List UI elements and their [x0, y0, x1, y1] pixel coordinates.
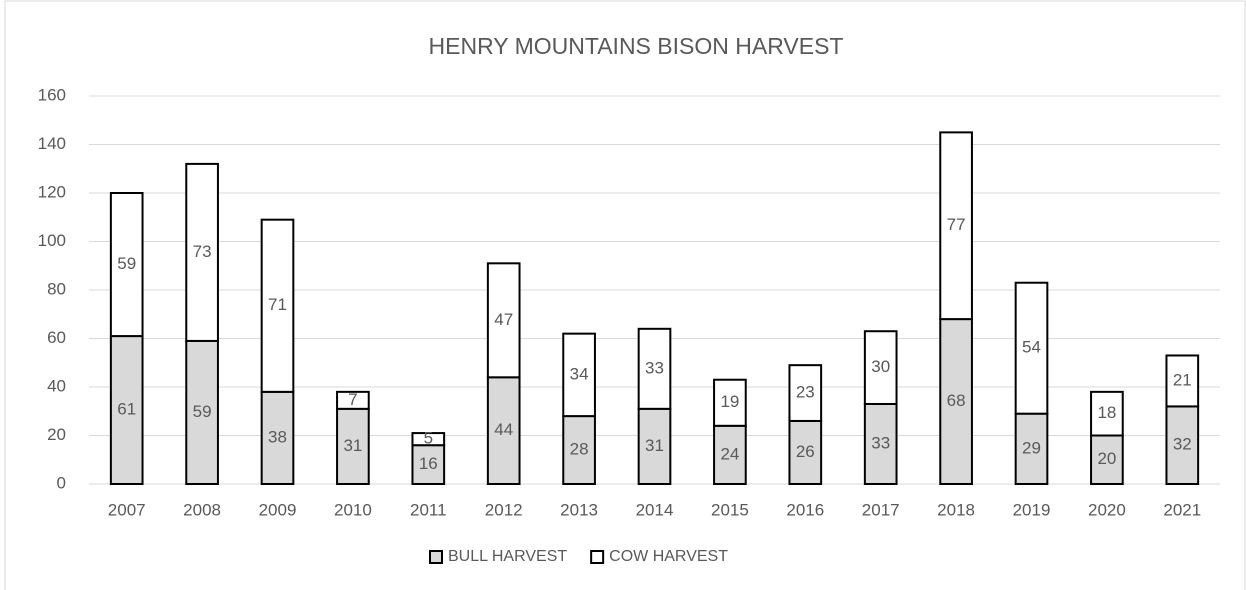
data-label: 18	[1097, 403, 1116, 422]
x-tick-label: 2021	[1163, 500, 1201, 519]
data-label: 33	[871, 433, 890, 452]
x-tick-label: 2013	[560, 500, 598, 519]
x-tick-label: 2007	[108, 500, 146, 519]
y-tick-label: 60	[47, 328, 66, 347]
x-tick-label: 2018	[937, 500, 975, 519]
x-tick-label: 2011	[410, 500, 447, 519]
data-label: 54	[1022, 338, 1041, 357]
bar-segment	[562, 332, 596, 418]
bar-segment	[411, 432, 446, 447]
data-label: 77	[947, 215, 966, 234]
data-label: 31	[645, 436, 664, 455]
y-tick-label: 20	[47, 425, 66, 444]
data-label: 61	[117, 400, 136, 419]
bar-segment	[1090, 390, 1124, 437]
data-label: 68	[947, 391, 966, 410]
x-tick-label: 2009	[259, 500, 297, 519]
data-label: 33	[645, 358, 664, 377]
bar-segment	[109, 335, 144, 486]
x-tick-label: 2016	[786, 500, 824, 519]
bar-segment	[713, 378, 747, 427]
bar-segment	[863, 402, 898, 486]
x-tick-label: 2012	[485, 500, 523, 519]
bar-segment	[336, 390, 370, 410]
data-label: 26	[796, 442, 815, 461]
x-tick-label: 2017	[862, 500, 900, 519]
data-label: 34	[570, 364, 589, 383]
bar-segment	[1014, 281, 1049, 415]
data-label: 21	[1173, 370, 1192, 389]
bar-segment	[260, 218, 295, 393]
y-tick-label: 140	[38, 134, 66, 153]
y-tick-label: 80	[47, 279, 66, 298]
bar-segment	[863, 330, 898, 405]
bar-segment	[637, 327, 672, 410]
x-tick-label: 2015	[711, 500, 749, 519]
legend-swatch	[590, 550, 605, 564]
x-tick-label: 2020	[1088, 500, 1126, 519]
bar-segment	[788, 364, 823, 422]
bar-segment	[1165, 354, 1200, 408]
data-label: 44	[494, 420, 513, 439]
chart-title: HENRY MOUNTAINS BISON HARVEST	[429, 33, 844, 59]
data-label: 7	[348, 390, 357, 409]
data-label: 24	[720, 444, 739, 463]
bar-segment	[109, 192, 144, 338]
x-tick-label: 2008	[183, 500, 221, 519]
y-tick-label: 120	[38, 182, 66, 201]
data-label: 38	[268, 427, 287, 446]
bar-segment	[637, 407, 672, 486]
data-label: 29	[1022, 438, 1041, 457]
data-label: 19	[720, 392, 739, 411]
bar-segment	[1014, 412, 1049, 485]
data-label: 16	[419, 454, 438, 473]
data-label: 73	[193, 242, 212, 261]
bar-segment	[486, 262, 521, 379]
data-label: 47	[494, 310, 513, 329]
bar-segment	[562, 415, 596, 486]
data-label: 59	[117, 254, 136, 273]
y-tick-label: 160	[38, 85, 66, 104]
bar-segment	[336, 407, 370, 486]
data-label: 31	[343, 436, 362, 455]
bar-segment	[939, 131, 973, 321]
data-label: 23	[796, 383, 815, 402]
data-label: 5	[424, 429, 433, 448]
bar-segment	[260, 390, 295, 486]
y-tick-label: 40	[47, 376, 66, 395]
bar-segment	[1165, 405, 1200, 485]
bar-segment	[185, 339, 219, 485]
y-tick-label: 0	[57, 473, 66, 492]
data-label: 32	[1173, 435, 1192, 454]
data-label: 71	[268, 295, 287, 314]
data-label: 20	[1097, 449, 1116, 468]
y-tick-label: 100	[38, 231, 66, 250]
x-tick-label: 2014	[636, 500, 674, 519]
bar-segment	[411, 444, 446, 486]
data-label: 59	[193, 402, 212, 421]
data-label: 28	[570, 440, 589, 459]
legend-label: BULL HARVEST	[448, 548, 567, 565]
x-tick-label: 2019	[1013, 500, 1051, 519]
legend-label: COW HARVEST	[609, 548, 728, 565]
data-label: 30	[871, 357, 890, 376]
legend-swatch	[429, 550, 443, 564]
x-tick-label: 2010	[334, 500, 372, 519]
bar-segment	[185, 162, 219, 342]
